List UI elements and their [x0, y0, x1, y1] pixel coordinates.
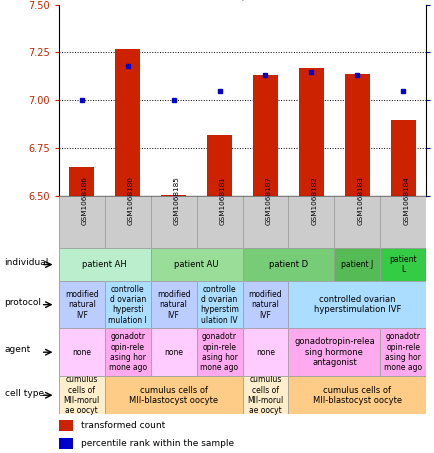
Text: gonadotr
opin-rele
asing hor
mone ago: gonadotr opin-rele asing hor mone ago	[108, 332, 146, 372]
Bar	[161, 195, 186, 196]
Text: gonadotropin-relea
sing hormone
antagonist: gonadotropin-relea sing hormone antagoni…	[293, 337, 374, 367]
Text: GSM1068187: GSM1068187	[265, 176, 271, 225]
Bar	[115, 48, 140, 196]
Text: cell type: cell type	[4, 389, 43, 398]
Text: modified
natural
IVF: modified natural IVF	[156, 290, 190, 319]
Text: agent: agent	[4, 345, 31, 354]
Text: modified
natural
IVF: modified natural IVF	[65, 290, 98, 319]
Bar	[298, 68, 323, 196]
Text: GSM1068183: GSM1068183	[357, 176, 362, 225]
Text: GSM1068182: GSM1068182	[311, 176, 317, 225]
Text: controlle
d ovarian
hypersti
mulation I: controlle d ovarian hypersti mulation I	[108, 284, 147, 325]
Text: patient AH: patient AH	[82, 260, 127, 269]
Text: GSM1068186: GSM1068186	[82, 176, 88, 225]
Text: patient
L: patient L	[388, 255, 416, 274]
Bar	[69, 168, 94, 196]
Text: patient J: patient J	[340, 260, 373, 269]
Bar	[59, 420, 73, 431]
Text: transformed count: transformed count	[81, 421, 164, 430]
Text: cumulus
cells of
MII-morul
ae oocyt: cumulus cells of MII-morul ae oocyt	[247, 375, 283, 415]
Bar	[390, 120, 415, 196]
Text: percentile rank within the sample: percentile rank within the sample	[81, 439, 233, 448]
Bar	[59, 439, 73, 449]
Text: none: none	[72, 348, 91, 357]
Text: protocol: protocol	[4, 298, 41, 307]
Bar	[252, 76, 277, 196]
Text: GSM1068185: GSM1068185	[173, 176, 179, 225]
Text: controlle
d ovarian
hyperstim
ulation IV: controlle d ovarian hyperstim ulation IV	[200, 284, 238, 325]
Text: none: none	[164, 348, 183, 357]
Text: patient AU: patient AU	[174, 260, 218, 269]
Text: modified
natural
IVF: modified natural IVF	[248, 290, 282, 319]
Text: GSM1068184: GSM1068184	[402, 176, 408, 225]
Text: gonadotr
opin-rele
asing hor
mone ago: gonadotr opin-rele asing hor mone ago	[383, 332, 421, 372]
Title: GDS5015 / 8036004: GDS5015 / 8036004	[178, 0, 306, 2]
Text: individual: individual	[4, 258, 49, 267]
Text: GSM1068180: GSM1068180	[127, 176, 133, 225]
Text: cumulus
cells of
MII-morul
ae oocyt: cumulus cells of MII-morul ae oocyt	[63, 375, 99, 415]
Text: none: none	[255, 348, 274, 357]
Text: cumulus cells of
MII-blastocyst oocyte: cumulus cells of MII-blastocyst oocyte	[312, 386, 401, 405]
Text: gonadotr
opin-rele
asing hor
mone ago: gonadotr opin-rele asing hor mone ago	[200, 332, 238, 372]
Text: controlled ovarian
hyperstimulation IVF: controlled ovarian hyperstimulation IVF	[313, 295, 400, 314]
Text: patient D: patient D	[268, 260, 307, 269]
Bar	[344, 73, 369, 196]
Bar	[207, 135, 232, 196]
Text: cumulus cells of
MII-blastocyst oocyte: cumulus cells of MII-blastocyst oocyte	[129, 386, 218, 405]
Text: GSM1068181: GSM1068181	[219, 176, 225, 225]
